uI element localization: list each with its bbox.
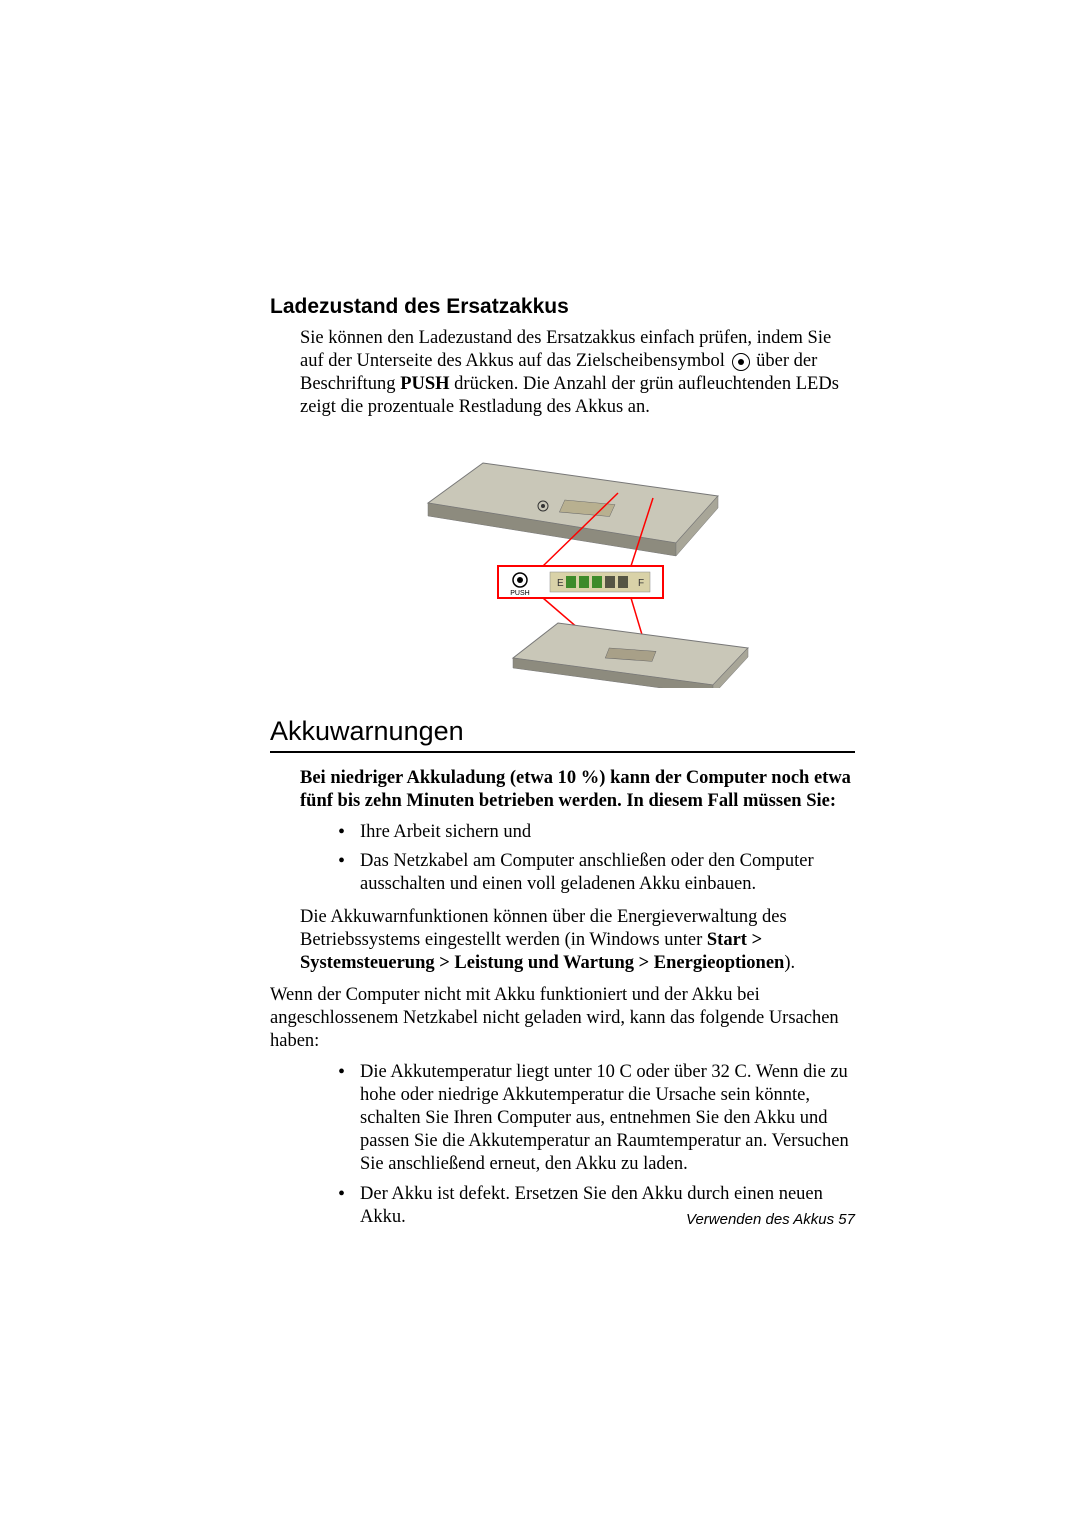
target-icon	[732, 353, 750, 371]
section-heading-ladezustand: Ladezustand des Ersatzakkus	[270, 295, 855, 319]
push-text: PUSH	[510, 590, 529, 597]
list-item: Ihre Arbeit sichern und	[360, 821, 855, 844]
list-item: Die Akkutemperatur liegt unter 10 C oder…	[360, 1061, 855, 1177]
section2-intro: Bei niedriger Akkuladung (etwa 10 %) kan…	[300, 767, 855, 813]
section1-body: Sie können den Ladezustand des Ersatzakk…	[300, 327, 855, 688]
indicator-e: E	[557, 578, 564, 589]
push-label: PUSH	[400, 374, 449, 394]
section1-paragraph: Sie können den Ladezustand des Ersatzakk…	[300, 327, 855, 420]
section2-body-2: Die Akkutemperatur liegt unter 10 C oder…	[300, 1061, 855, 1229]
section2-p2-b: ).	[784, 953, 795, 973]
section2-p2: Die Akkuwarnfunktionen können über die E…	[300, 906, 855, 975]
battery-figure: PUSH E F	[300, 438, 855, 688]
indicator-f: F	[638, 578, 644, 589]
section-heading-akkuwarnungen: Akkuwarnungen	[270, 716, 855, 747]
section2-bullet-list-1: Ihre Arbeit sichern und Das Netzkabel am…	[300, 821, 855, 896]
document-page: Ladezustand des Ersatzakkus Sie können d…	[0, 0, 1080, 1528]
page-footer: Verwenden des Akkus 57	[686, 1211, 855, 1228]
battery-illustration: PUSH E F	[398, 438, 758, 688]
section1-text-a: Sie können den Ladezustand des Ersatzakk…	[300, 328, 831, 371]
section2-body: Bei niedriger Akkuladung (etwa 10 %) kan…	[300, 767, 855, 976]
section2-p3: Wenn der Computer nicht mit Akku funktio…	[270, 984, 855, 1053]
list-item: Das Netzkabel am Computer anschließen od…	[360, 850, 855, 896]
section-divider	[270, 751, 855, 753]
section2-bullet-list-2: Die Akkutemperatur liegt unter 10 C oder…	[300, 1061, 855, 1229]
